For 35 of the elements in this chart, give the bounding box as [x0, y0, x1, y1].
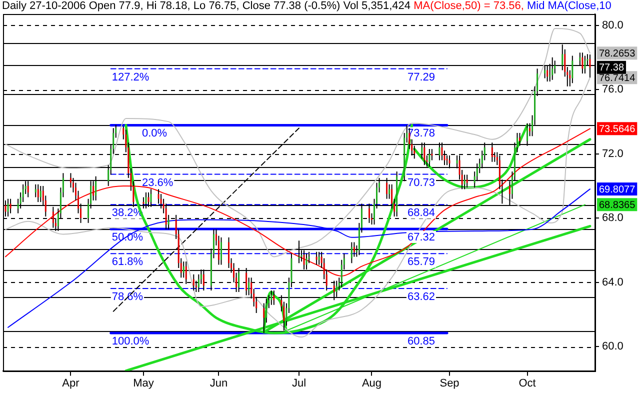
y-tick-label: 68.0: [602, 212, 624, 224]
annotation: 100.0%: [112, 336, 150, 348]
data-label: 68.84: [407, 207, 435, 220]
y-tick-label: 80.0: [602, 19, 624, 32]
chart-title: Daily 27-10-2006 Open 77.9, Hi 78.18, Lo 76.75, Close 77.38 (-0.5%) Vol 5,351,424: [2, 0, 412, 12]
annotation: 0.0%: [142, 128, 168, 140]
data-label: 65.79: [407, 256, 435, 268]
x-tick-label: Aug: [362, 377, 382, 390]
x-tick-label: May: [133, 377, 154, 390]
x-tick-label: Jul: [292, 377, 306, 390]
y-tick-label: 60.0: [602, 340, 624, 353]
annotation: 23.6%: [142, 176, 174, 189]
data-label: 67.32: [407, 232, 435, 244]
data-label: 76.7414: [599, 72, 636, 84]
annotation: 127.2%: [112, 71, 150, 84]
data-label: 60.85: [407, 336, 435, 348]
y-tick-label: 64.0: [602, 276, 624, 288]
data-label: 69.8077: [599, 184, 636, 196]
data-label: 78.2653: [599, 48, 636, 60]
x-tick-label: Oct: [518, 377, 536, 390]
data-label: 70.73: [407, 176, 435, 189]
text: Mid MA(Close,10: [527, 0, 612, 12]
x-tick-label: Apr: [62, 377, 80, 390]
text: MA(Close,50) = 73.56,: [414, 0, 525, 12]
x-tick-label: Sep: [440, 377, 460, 390]
x-tick-label: Jun: [210, 377, 228, 390]
text: 77.38: [599, 62, 624, 74]
y-tick-label: 72.0: [602, 148, 624, 160]
annotation: 61.8%: [112, 256, 144, 268]
data-label: 77.29: [407, 71, 435, 84]
y-tick-label: 76.0: [602, 84, 624, 96]
data-label: 73.5646: [599, 124, 636, 135]
annotation: 78.6%: [112, 291, 144, 304]
data-label: 63.62: [407, 291, 435, 304]
data-label: 68.8365: [599, 200, 636, 211]
